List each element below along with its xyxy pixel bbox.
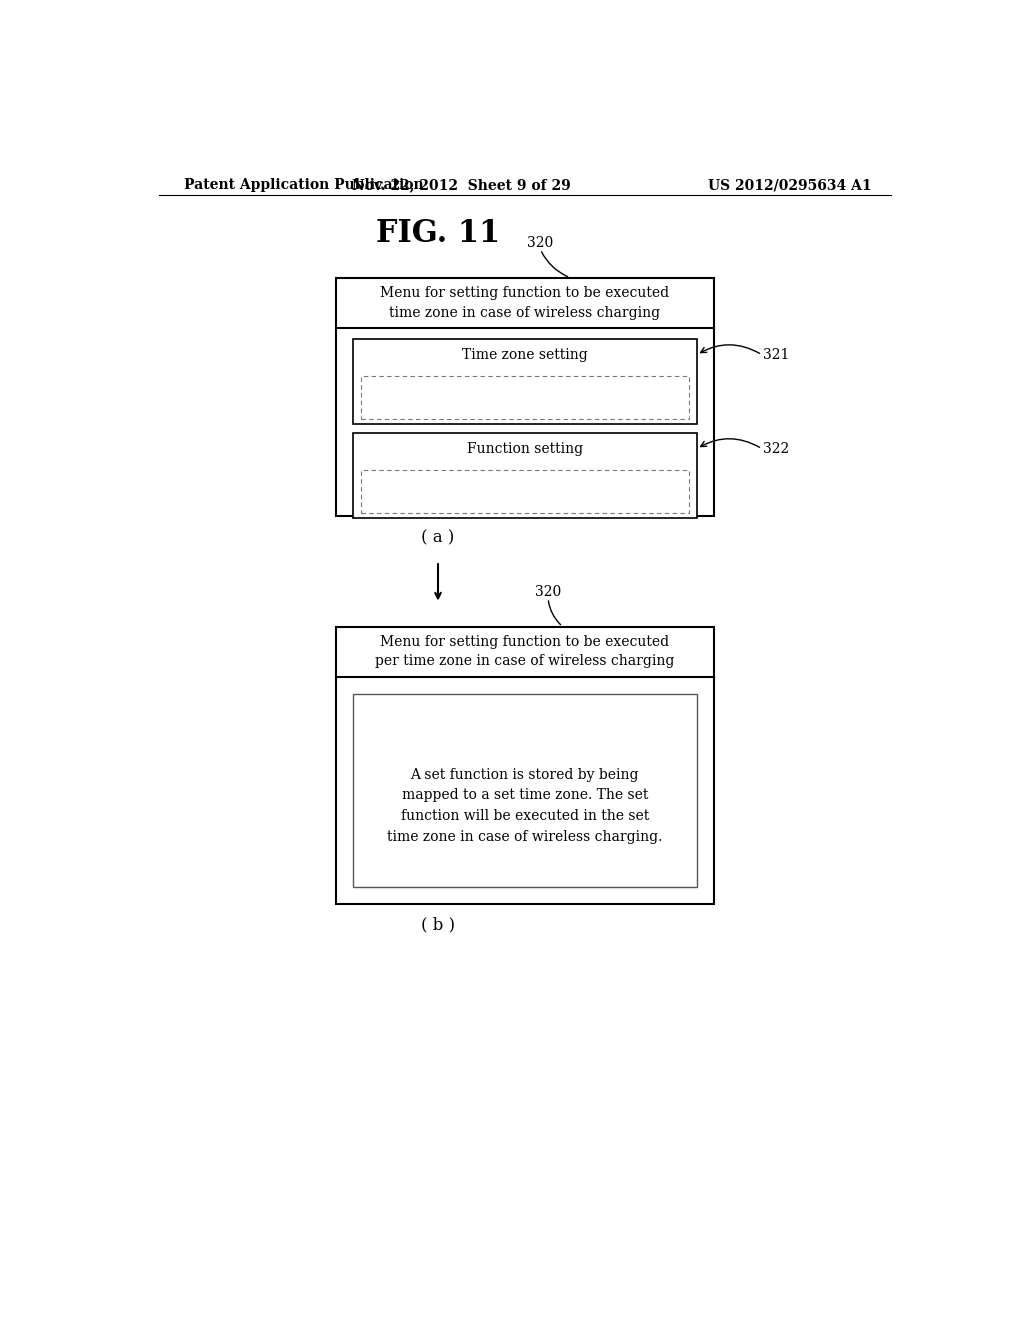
Text: 322: 322 [764,442,790,455]
Bar [360,376,689,418]
Bar [352,339,697,424]
Bar [336,627,714,904]
Text: FIG. 11: FIG. 11 [376,218,500,249]
Text: Patent Application Publication: Patent Application Publication [183,178,424,193]
Text: Menu for setting function to be executed
time zone in case of wireless charging: Menu for setting function to be executed… [380,286,670,319]
Text: Function setting: Function setting [467,442,583,455]
Text: 321: 321 [764,347,790,362]
Text: 320: 320 [535,585,561,599]
Text: 320: 320 [527,236,553,249]
Bar [336,277,714,516]
Bar [360,470,689,512]
Text: A set function is stored by being
mapped to a set time zone. The set
function wi: A set function is stored by being mapped… [387,768,663,843]
Text: ( b ): ( b ) [421,917,455,933]
Text: Nov. 22, 2012  Sheet 9 of 29: Nov. 22, 2012 Sheet 9 of 29 [352,178,570,193]
Text: ( a ): ( a ) [421,529,455,546]
Bar [352,693,697,887]
Text: Time zone setting: Time zone setting [462,347,588,362]
Bar [352,433,697,517]
Text: US 2012/0295634 A1: US 2012/0295634 A1 [709,178,872,193]
Text: Menu for setting function to be executed
per time zone in case of wireless charg: Menu for setting function to be executed… [375,635,675,668]
